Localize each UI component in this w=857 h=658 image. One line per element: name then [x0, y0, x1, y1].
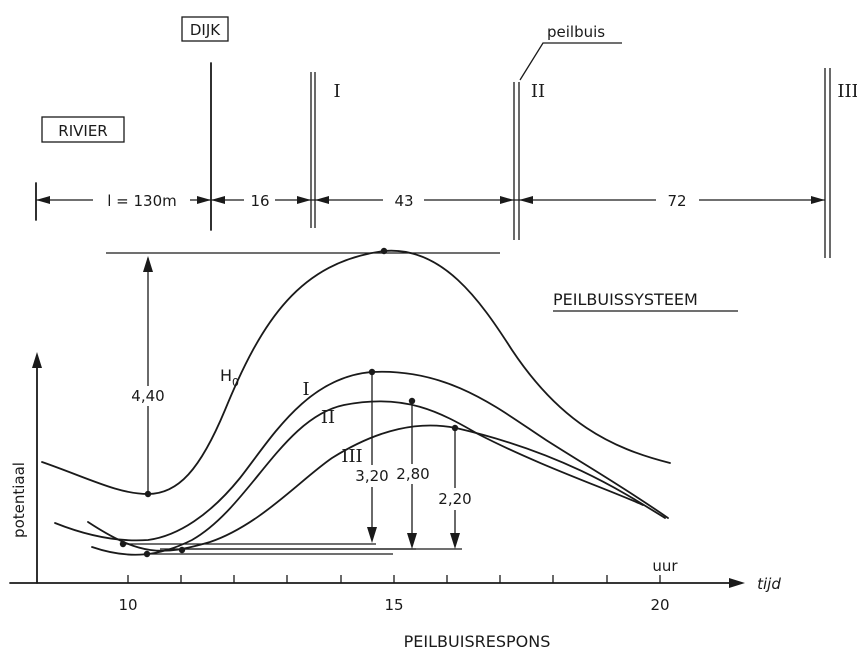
distance-II-III: 72 — [667, 192, 686, 210]
dike-label-box — [181, 16, 229, 42]
curve-I — [54, 370, 669, 542]
I-amplitude-mask — [348, 465, 396, 487]
tube-leader-line — [519, 42, 622, 81]
curve-label-H0: H0 — [220, 366, 239, 389]
river-label: RIVIER — [58, 122, 107, 140]
curve-II — [91, 400, 644, 556]
dike-label: DIJK — [190, 21, 221, 39]
distance-river-dike: l = 130m — [107, 192, 177, 210]
tube-III — [824, 68, 831, 258]
dimension-line — [35, 182, 825, 221]
river-label-box — [41, 116, 125, 143]
x-tick-20: 20 — [650, 596, 669, 614]
amplitude-III: 2,20 — [438, 490, 471, 508]
distance-I-II: 43 — [394, 192, 413, 210]
H0-amplitude-mask — [120, 386, 176, 406]
response-graph: 10 15 20 potentiaal uur tijd H0 I II III… — [9, 247, 781, 651]
distance-dike-I: 16 — [250, 192, 269, 210]
x-tick-10: 10 — [118, 596, 137, 614]
III-amplitude-mask — [434, 488, 476, 510]
curve-label-I: I — [302, 379, 309, 400]
tube-label: peilbuis — [547, 23, 605, 41]
x-axis-label: tijd — [757, 575, 781, 593]
amplitude-H0: 4,40 — [131, 387, 164, 405]
y-axis-label: potentiaal — [10, 462, 28, 538]
tube-II — [513, 82, 520, 240]
x-axis-unit: uur — [652, 557, 678, 575]
curve-label-II: II — [321, 407, 335, 428]
system-title: PEILBUISSYSTEEM — [553, 290, 698, 309]
graph-caption: PEILBUISRESPONS — [404, 632, 551, 651]
y-axis-arrow — [32, 352, 42, 368]
amplitude-I: 3,20 — [355, 467, 388, 485]
tube-I-label: I — [333, 81, 340, 102]
marker-dots — [119, 247, 459, 558]
x-axis-arrow — [729, 578, 745, 588]
curve-label-III: III — [341, 446, 362, 467]
schematic: DIJK RIVIER I II III peilbuis — [35, 16, 857, 312]
amplitude-II: 2,80 — [396, 465, 429, 483]
x-ticks — [127, 575, 661, 583]
x-tick-15: 15 — [384, 596, 403, 614]
tube-I — [310, 72, 316, 228]
tube-III-label: III — [837, 81, 857, 102]
tube-II-label: II — [531, 81, 545, 102]
II-amplitude-mask — [392, 464, 434, 484]
